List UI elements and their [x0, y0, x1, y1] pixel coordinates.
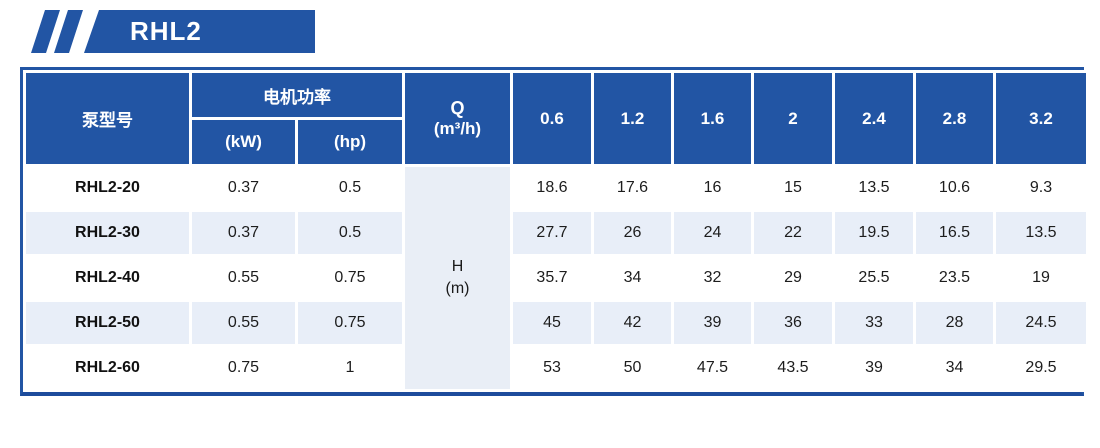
- head-cell: 42: [591, 299, 674, 347]
- model-cell: RHL2-30: [23, 209, 192, 257]
- hp-cell: 1: [295, 344, 405, 392]
- head-cell: 25.5: [832, 254, 916, 302]
- h-symbol: H: [451, 257, 464, 275]
- table-row: RHL2-40 0.55 0.75 35.7 34 32 29 25.5 23.…: [23, 254, 1089, 302]
- model-cell: RHL2-50: [23, 299, 192, 347]
- q-symbol: Q: [450, 97, 465, 118]
- kw-cell: 0.55: [189, 254, 298, 302]
- head-cell: 18.6: [510, 164, 594, 212]
- hp-cell: 0.5: [295, 164, 405, 212]
- kw-cell: 0.75: [189, 344, 298, 392]
- head-cell: 13.5: [832, 164, 916, 212]
- table-row: RHL2-60 0.75 1 53 50 47.5 43.5 39 34 29.…: [23, 344, 1089, 392]
- header-row-2: (kW) (hp): [25, 117, 1088, 167]
- head-cell: 19: [993, 254, 1089, 302]
- header-flow-1-2: 1.2: [591, 70, 674, 167]
- model-cell: RHL2-40: [23, 254, 192, 302]
- header-flow-q: Q (m³/h): [402, 70, 513, 167]
- header-pump-model: 泵型号: [23, 70, 192, 167]
- table-row: RHL2-50 0.55 0.75 45 42 39 36 33 28 24.5: [23, 299, 1089, 347]
- head-cell: 35.7: [510, 254, 594, 302]
- page-title: RHL2: [130, 16, 202, 46]
- h-unit: (m): [445, 280, 470, 297]
- hp-cell: 0.75: [295, 254, 405, 302]
- hp-cell: 0.75: [295, 299, 405, 347]
- head-cell: 53: [510, 344, 594, 392]
- q-unit: (m³/h): [433, 119, 482, 139]
- head-cell: 32: [671, 254, 754, 302]
- header-flow-3-2: 3.2: [993, 70, 1089, 167]
- head-cell: 34: [591, 254, 674, 302]
- head-cell: 29.5: [993, 344, 1089, 392]
- pump-spec-table: 泵型号 电机功率 Q (m³/h) 0.6 1.2 1.6 2 2.4 2.8 …: [23, 70, 1089, 392]
- head-cell: 16.5: [913, 209, 996, 257]
- header-flow-2-8: 2.8: [913, 70, 996, 167]
- kw-cell: 0.55: [189, 299, 298, 347]
- banner-body: RHL2: [84, 10, 315, 53]
- header-row-1: 泵型号 电机功率 Q (m³/h) 0.6 1.2 1.6 2 2.4 2.8 …: [23, 70, 1089, 167]
- hp-cell: 0.5: [295, 209, 405, 257]
- head-cell: 45: [510, 299, 594, 347]
- head-cell: 29: [751, 254, 835, 302]
- head-cell: 22: [751, 209, 835, 257]
- head-cell: 19.5: [832, 209, 916, 257]
- header-kw: (kW): [189, 117, 298, 167]
- head-cell: 24: [671, 209, 754, 257]
- kw-cell: 0.37: [189, 209, 298, 257]
- header-hp: (hp): [295, 117, 405, 167]
- head-cell: 34: [913, 344, 996, 392]
- header-flow-2: 2: [751, 70, 835, 167]
- head-cell: 13.5: [993, 209, 1089, 257]
- banner-diagonal-stripe: [54, 10, 83, 53]
- kw-cell: 0.37: [189, 164, 298, 212]
- header-motor-power: 电机功率: [189, 70, 405, 120]
- head-cell: 27.7: [510, 209, 594, 257]
- head-cell: 36: [751, 299, 835, 347]
- spec-table-frame: 泵型号 电机功率 Q (m³/h) 0.6 1.2 1.6 2 2.4 2.8 …: [20, 67, 1089, 396]
- head-cell: 24.5: [993, 299, 1089, 347]
- series-banner: RHL2: [28, 10, 315, 53]
- head-cell: 47.5: [671, 344, 754, 392]
- head-cell: 15: [751, 164, 835, 212]
- header-flow-1-6: 1.6: [671, 70, 754, 167]
- head-cell: 9.3: [993, 164, 1089, 212]
- head-cell: 23.5: [913, 254, 996, 302]
- head-cell: 39: [671, 299, 754, 347]
- head-cell: 39: [832, 344, 916, 392]
- model-cell: RHL2-20: [23, 164, 192, 212]
- table-row: RHL2-20 0.37 0.5 H (m) 18.6 17.6 16 15 1…: [23, 164, 1089, 392]
- head-cell: 50: [591, 344, 674, 392]
- table-row: RHL2-30 0.37 0.5 27.7 26 24 22 19.5 16.5…: [23, 209, 1089, 257]
- head-cell: 28: [913, 299, 996, 347]
- head-unit-cell: H (m): [402, 164, 513, 392]
- head-cell: 33: [832, 299, 916, 347]
- header-flow-0-6: 0.6: [510, 70, 594, 167]
- head-cell: 16: [671, 164, 754, 212]
- model-cell: RHL2-60: [23, 344, 192, 392]
- head-cell: 43.5: [751, 344, 835, 392]
- head-cell: 17.6: [591, 164, 674, 212]
- head-cell: 26: [591, 209, 674, 257]
- head-cell: 10.6: [913, 164, 996, 212]
- header-flow-2-4: 2.4: [832, 70, 916, 167]
